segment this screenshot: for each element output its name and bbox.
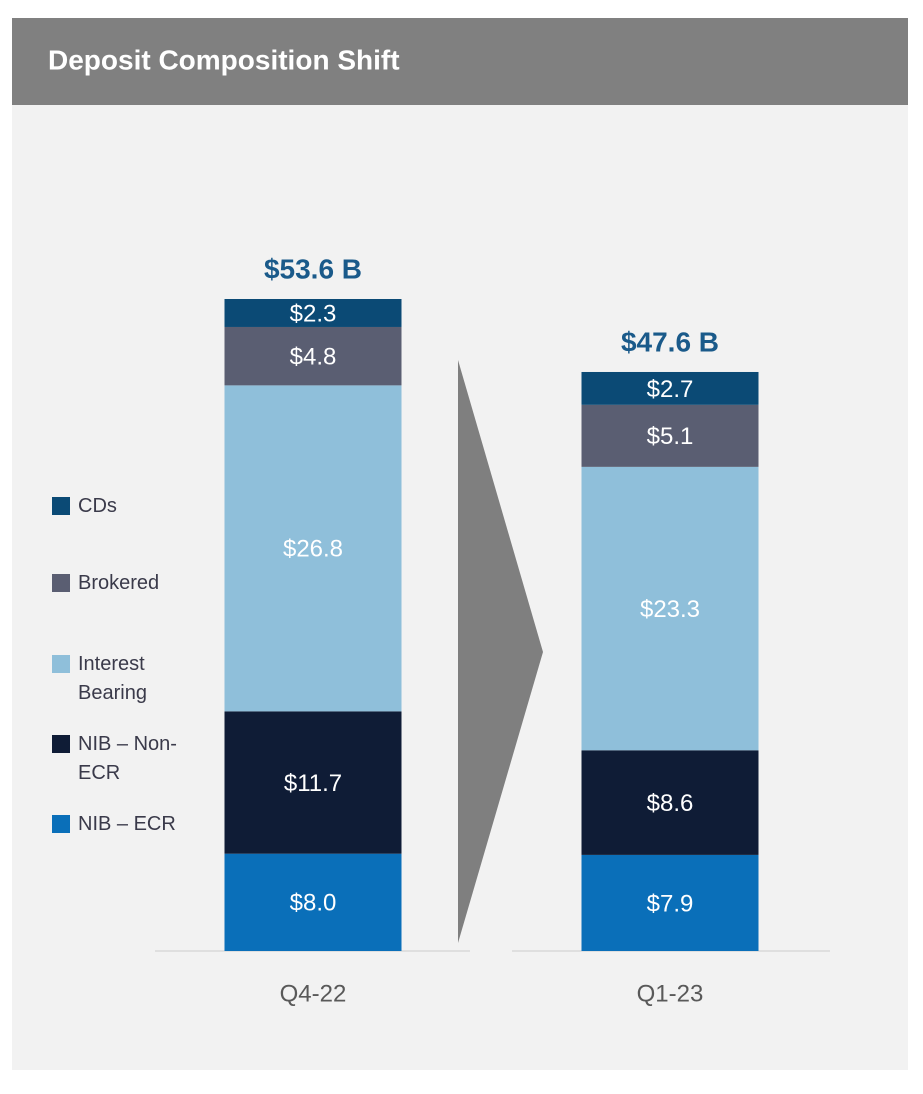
legend-item: NIB – Non-ECR <box>52 730 187 788</box>
header <box>12 18 908 105</box>
legend-item: Brokered <box>52 569 187 598</box>
bar-segment <box>581 854 759 951</box>
bar-segment <box>224 299 402 327</box>
data-label: $5.1 <box>647 423 694 450</box>
legend-label: NIB – Non-ECR <box>78 733 177 784</box>
data-label: $4.8 <box>290 344 337 371</box>
data-label: $11.7 <box>284 770 342 797</box>
bar-segment <box>224 853 402 951</box>
bar-segment <box>581 371 759 405</box>
legend-label: Interest Bearing <box>78 653 147 704</box>
total-label: $47.6 B <box>621 326 719 357</box>
data-label: $23.3 <box>640 596 700 623</box>
legend-swatch <box>52 497 70 515</box>
bar-segment <box>224 711 402 854</box>
chart-title: Deposit Composition Shift <box>48 44 400 75</box>
data-label: $26.8 <box>283 536 343 563</box>
legend-swatch <box>52 735 70 753</box>
legend-swatch <box>52 815 70 833</box>
data-label: $7.9 <box>647 890 694 917</box>
legend-item: CDs <box>52 492 187 521</box>
bar-segment <box>581 750 759 855</box>
legend-item: NIB – ECR <box>52 810 187 839</box>
bar-segment <box>581 404 759 467</box>
data-label: $2.7 <box>647 376 694 403</box>
legend-swatch <box>52 574 70 592</box>
bar-segment <box>581 466 759 751</box>
x-tick-label: Q1-23 <box>637 980 704 1007</box>
legend-label: NIB – ECR <box>78 813 176 835</box>
legend-item: Interest Bearing <box>52 650 187 708</box>
data-label: $2.3 <box>290 300 337 327</box>
legend-label: Brokered <box>78 572 160 594</box>
data-label: $8.6 <box>647 790 694 817</box>
x-tick-label: Q4-22 <box>280 980 347 1007</box>
arrow <box>458 360 543 943</box>
bar-segment <box>224 385 402 712</box>
bar-segment <box>224 326 402 386</box>
total-label: $53.6 B <box>264 253 362 284</box>
legend-swatch <box>52 655 70 673</box>
data-label: $8.0 <box>290 890 337 917</box>
legend-label: CDs <box>78 495 117 517</box>
